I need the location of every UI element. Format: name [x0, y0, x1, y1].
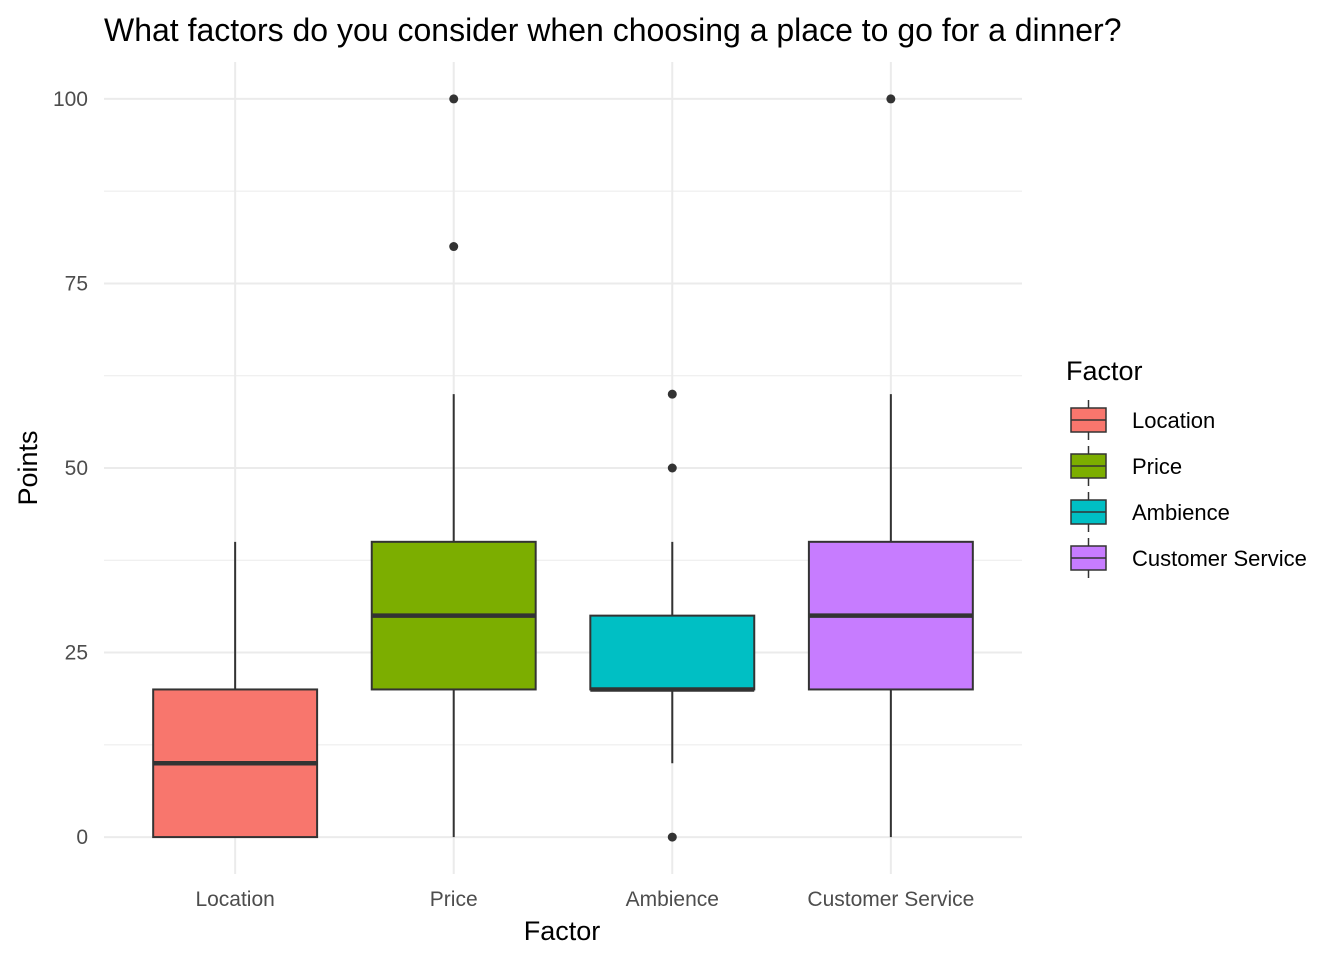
x-tick-label: Customer Service — [807, 888, 974, 911]
outlier-point — [667, 463, 677, 473]
box-ambience — [589, 389, 756, 842]
legend-label: Customer Service — [1132, 546, 1307, 571]
iqr-box — [589, 614, 756, 691]
legend-item-customer-service: Customer Service — [1070, 538, 1307, 578]
legend-label: Ambience — [1132, 500, 1230, 525]
y-tick-label: 100 — [53, 88, 88, 111]
y-tick-label: 25 — [65, 642, 88, 665]
x-tick-label: Ambience — [626, 888, 719, 911]
y-tick-label: 75 — [65, 272, 88, 295]
box-price — [370, 94, 537, 838]
y-tick-label: 0 — [76, 826, 88, 849]
box-customer-service — [807, 94, 974, 838]
axis-layer: 0 25 50 75 100 Location Price Ambience Customer … — [53, 88, 974, 911]
outlier-point — [667, 389, 677, 399]
x-tick-label: Location — [195, 888, 274, 911]
legend-title: Factor — [1066, 356, 1143, 386]
x-axis-title: Factor — [524, 916, 601, 946]
outlier-point — [449, 94, 459, 104]
outlier-point — [886, 94, 896, 104]
chart-title: What factors do you consider when choosi… — [104, 12, 1122, 48]
y-axis-title: Points — [13, 430, 43, 505]
legend-item-price: Price — [1070, 446, 1182, 486]
legend-label: Location — [1132, 408, 1215, 433]
y-tick-label: 50 — [65, 457, 88, 480]
legend-item-location: Location — [1070, 400, 1215, 440]
legend-items: Location Price Ambience Customer Service — [1070, 400, 1307, 578]
legend-label: Price — [1132, 454, 1182, 479]
box-layer — [152, 94, 974, 842]
x-tick-label: Price — [430, 888, 478, 911]
box-location — [152, 541, 319, 839]
outlier-point — [449, 242, 459, 252]
outlier-point — [667, 832, 677, 842]
legend: Factor Location Price Ambience Customer Ser… — [1066, 356, 1307, 578]
legend-item-ambience: Ambience — [1070, 492, 1230, 532]
